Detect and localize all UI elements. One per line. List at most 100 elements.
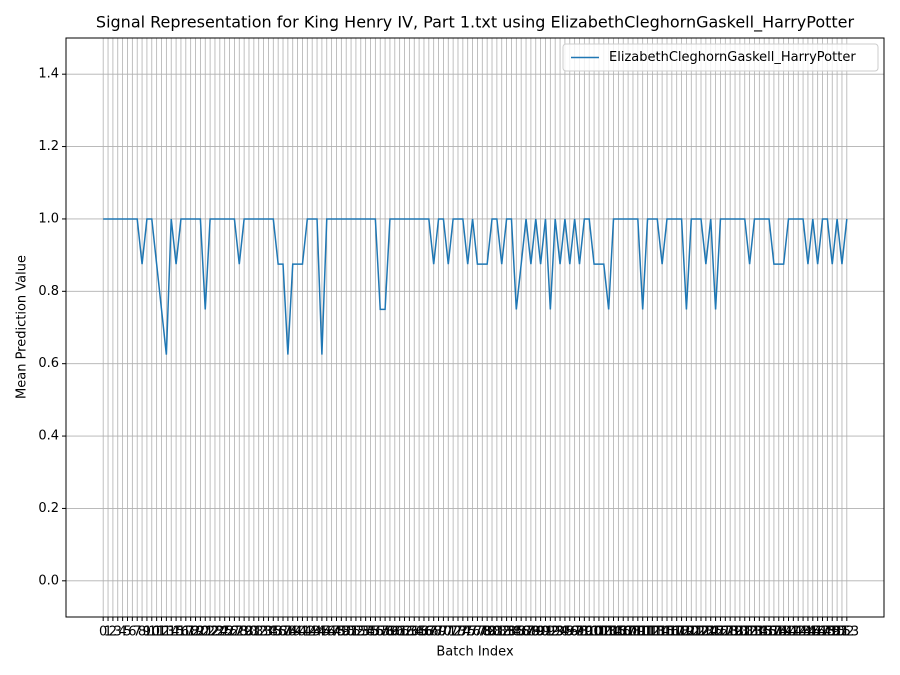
x-tick-label: 93 [547, 625, 564, 640]
x-tick-label: 90 [532, 625, 549, 640]
x-tick-label: 152 [830, 625, 855, 640]
x-tick-label: 65 [411, 625, 428, 640]
x-tick-label: 17 [178, 625, 195, 640]
x-tick-label: 85 [508, 625, 525, 640]
legend-label: ElizabethCleghornGaskell_HarryPotter [609, 50, 856, 65]
x-tick-label: 102 [587, 625, 612, 640]
x-tick-label: 23 [207, 625, 224, 640]
x-tick-label: 44 [309, 625, 326, 640]
x-tick-label: 82 [493, 625, 510, 640]
x-tick-label: 84 [503, 625, 520, 640]
x-tick-label: 129 [718, 625, 743, 640]
x-tick-label: 86 [513, 625, 530, 640]
x-tick-label: 144 [791, 625, 816, 640]
x-tick-label: 145 [796, 625, 821, 640]
x-tick-label: 40 [289, 625, 306, 640]
x-tick-label: 148 [810, 625, 835, 640]
x-tick-label: 128 [713, 625, 738, 640]
x-tick-label: 38 [280, 625, 297, 640]
x-tick-label: 3 [114, 625, 122, 640]
x-tick-label: 33 [255, 625, 272, 640]
x-tick-label: 78 [474, 625, 491, 640]
x-axis-label: Batch Index [436, 645, 514, 660]
x-tick-label: 153 [834, 625, 859, 640]
x-tick-label: 118 [664, 625, 689, 640]
x-tick-label: 135 [747, 625, 772, 640]
x-tick-label: 120 [674, 625, 699, 640]
x-tick-label: 56 [367, 625, 384, 640]
x-tick-label: 113 [640, 625, 665, 640]
x-tick-label: 27 [226, 625, 243, 640]
x-tick-label: 137 [757, 625, 782, 640]
x-tick-label: 130 [723, 625, 748, 640]
data-line [103, 218, 848, 355]
x-tick-label: 61 [391, 625, 408, 640]
x-tick-label: 28 [231, 625, 248, 640]
x-tick-label: 45 [314, 625, 331, 640]
x-tick-label: 51 [343, 625, 360, 640]
x-tick-label: 99 [576, 625, 593, 640]
x-tick-label: 36 [270, 625, 287, 640]
y-tick-label: 0.6 [38, 356, 59, 371]
x-tick-label: 109 [621, 625, 646, 640]
x-tick-label: 150 [820, 625, 845, 640]
x-tick-label: 89 [527, 625, 544, 640]
x-tick-label: 140 [771, 625, 796, 640]
x-tick-label: 47 [323, 625, 340, 640]
legend: ElizabethCleghornGaskell_HarryPotter [562, 43, 879, 72]
x-tick-label: 16 [173, 625, 190, 640]
x-tick-label: 69 [430, 625, 447, 640]
x-tick-label: 59 [382, 625, 399, 640]
x-tick-label: 83 [498, 625, 515, 640]
y-tick-label: 1.0 [38, 211, 59, 226]
x-tick-label: 12 [153, 625, 170, 640]
x-tick-label: 147 [805, 625, 830, 640]
x-tick-label: 79 [479, 625, 496, 640]
x-tick-label: 107 [611, 625, 636, 640]
x-tick-label: 106 [606, 625, 631, 640]
x-tick-label: 43 [304, 625, 321, 640]
x-tick-label: 25 [216, 625, 233, 640]
x-tick-label: 117 [659, 625, 684, 640]
x-tick-label: 131 [727, 625, 752, 640]
x-tick-label: 103 [591, 625, 616, 640]
x-tick-label: 95 [557, 625, 574, 640]
x-tick-label: 52 [348, 625, 365, 640]
x-tick-label: 62 [396, 625, 413, 640]
x-tick-label: 74 [455, 625, 472, 640]
x-tick-label: 30 [241, 625, 258, 640]
y-tick-label: 0.0 [38, 573, 59, 588]
x-tick-label: 143 [786, 625, 811, 640]
y-axis-label: Mean Prediction Value [15, 255, 30, 399]
x-tick-label: 46 [318, 625, 335, 640]
legend-box [562, 43, 879, 72]
x-tick-label: 18 [182, 625, 199, 640]
x-tick-label: 21 [197, 625, 214, 640]
x-tick-label: 98 [571, 625, 588, 640]
x-tick-label: 48 [328, 625, 345, 640]
x-tick-label: 104 [596, 625, 621, 640]
x-tick-label: 77 [469, 625, 486, 640]
x-tick-label: 42 [299, 625, 316, 640]
x-tick-label: 31 [246, 625, 263, 640]
x-tick-label: 73 [450, 625, 467, 640]
x-tick-label: 119 [669, 625, 694, 640]
x-tick-label: 50 [338, 625, 355, 640]
x-tick-label: 72 [445, 625, 462, 640]
x-tick-label: 32 [250, 625, 267, 640]
x-tick-label: 132 [732, 625, 757, 640]
x-tick-label: 20 [192, 625, 209, 640]
chart-title: Signal Representation for King Henry IV,… [96, 13, 855, 33]
x-tick-label: 71 [440, 625, 457, 640]
x-tick-label: 11 [148, 625, 165, 640]
x-tick-label: 8 [138, 625, 146, 640]
x-tick-label: 41 [294, 625, 311, 640]
grid-layer [66, 38, 884, 617]
x-tick-label: 125 [698, 625, 723, 640]
x-tick-label: 34 [260, 625, 277, 640]
x-tick-label: 29 [236, 625, 253, 640]
x-tick-label: 53 [353, 625, 370, 640]
y-tick-label: 0.8 [38, 284, 59, 299]
x-tick-label: 9 [143, 625, 151, 640]
